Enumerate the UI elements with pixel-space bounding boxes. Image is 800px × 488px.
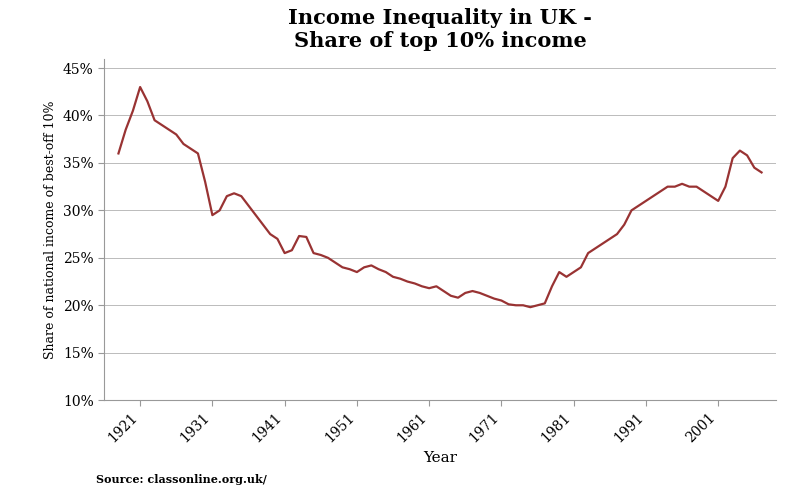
- Text: Source: classonline.org.uk/: Source: classonline.org.uk/: [96, 474, 267, 485]
- X-axis label: Year: Year: [423, 451, 457, 465]
- Y-axis label: Share of national income of best-off 10%: Share of national income of best-off 10%: [44, 100, 58, 359]
- Title: Income Inequality in UK -
Share of top 10% income: Income Inequality in UK - Share of top 1…: [288, 8, 592, 51]
